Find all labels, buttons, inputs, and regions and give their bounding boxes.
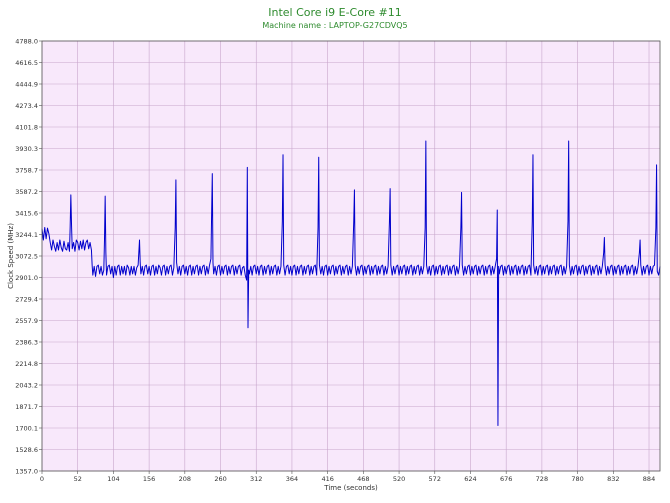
y-tick-label: 3072.5 <box>15 252 38 260</box>
y-tick-label: 4444.9 <box>15 80 38 88</box>
x-tick-label: 208 <box>179 475 191 483</box>
y-tick-label: 3415.6 <box>15 209 38 217</box>
x-axis-label: Time (seconds) <box>323 484 378 492</box>
x-tick-label: 780 <box>571 475 583 483</box>
y-tick-label: 2386.3 <box>15 338 38 346</box>
plot-border <box>41 40 661 472</box>
y-tick-label: 3758.7 <box>15 166 38 174</box>
x-tick-label: 52 <box>74 475 82 483</box>
y-tick-label: 1357.0 <box>15 467 38 475</box>
x-tick-label: 0 <box>40 475 44 483</box>
x-tick-label: 312 <box>250 475 262 483</box>
x-tick-label: 572 <box>429 475 441 483</box>
y-tick-label: 4616.5 <box>15 59 38 67</box>
chart-subtitle: Machine name : LAPTOP-G27CDVQ5 <box>262 21 408 30</box>
x-tick-label: 676 <box>500 475 512 483</box>
series-layer <box>41 140 661 427</box>
y-tick-label: 2901.0 <box>15 274 38 282</box>
x-tick-label: 832 <box>607 475 619 483</box>
y-tick-label: 2043.2 <box>15 381 38 389</box>
x-tick-label: 260 <box>214 475 226 483</box>
x-axis-ticks: 0 52 104 156 208 260 312 364 416 468 520 572 624 676 7… <box>40 471 655 483</box>
y-tick-label: 4101.8 <box>15 123 38 131</box>
x-tick-label: 468 <box>357 475 369 483</box>
x-tick-label: 728 <box>536 475 548 483</box>
y-tick-label: 3930.3 <box>15 145 38 153</box>
y-tick-label: 1700.1 <box>15 424 38 432</box>
y-tick-label: 2214.8 <box>15 360 38 368</box>
y-tick-label: 2557.9 <box>15 317 38 325</box>
y-tick-label: 1528.6 <box>15 446 38 454</box>
x-tick-label: 104 <box>107 475 119 483</box>
y-tick-label: 3587.2 <box>15 188 38 196</box>
x-tick-label: 416 <box>321 475 333 483</box>
y-tick-label: 4273.4 <box>15 102 38 110</box>
x-tick-label: 884 <box>643 475 655 483</box>
chart-title: Intel Core i9 E-Core #11 <box>268 6 402 19</box>
y-axis-label: Clock Speed (MHz) <box>7 223 15 289</box>
x-tick-label: 624 <box>464 475 476 483</box>
x-tick-label: 520 <box>393 475 405 483</box>
series-line <box>41 140 661 427</box>
y-tick-label: 4788.0 <box>15 37 38 45</box>
y-axis-ticks: 1357.0 1528.6 1700.1 1871.7 2043.2 2214.8 2386… <box>15 37 42 475</box>
x-tick-label: 156 <box>143 475 155 483</box>
y-tick-label: 1871.7 <box>15 403 38 411</box>
y-tick-label: 3244.1 <box>15 231 38 239</box>
x-tick-label: 364 <box>286 475 298 483</box>
y-tick-label: 2729.4 <box>15 295 38 303</box>
